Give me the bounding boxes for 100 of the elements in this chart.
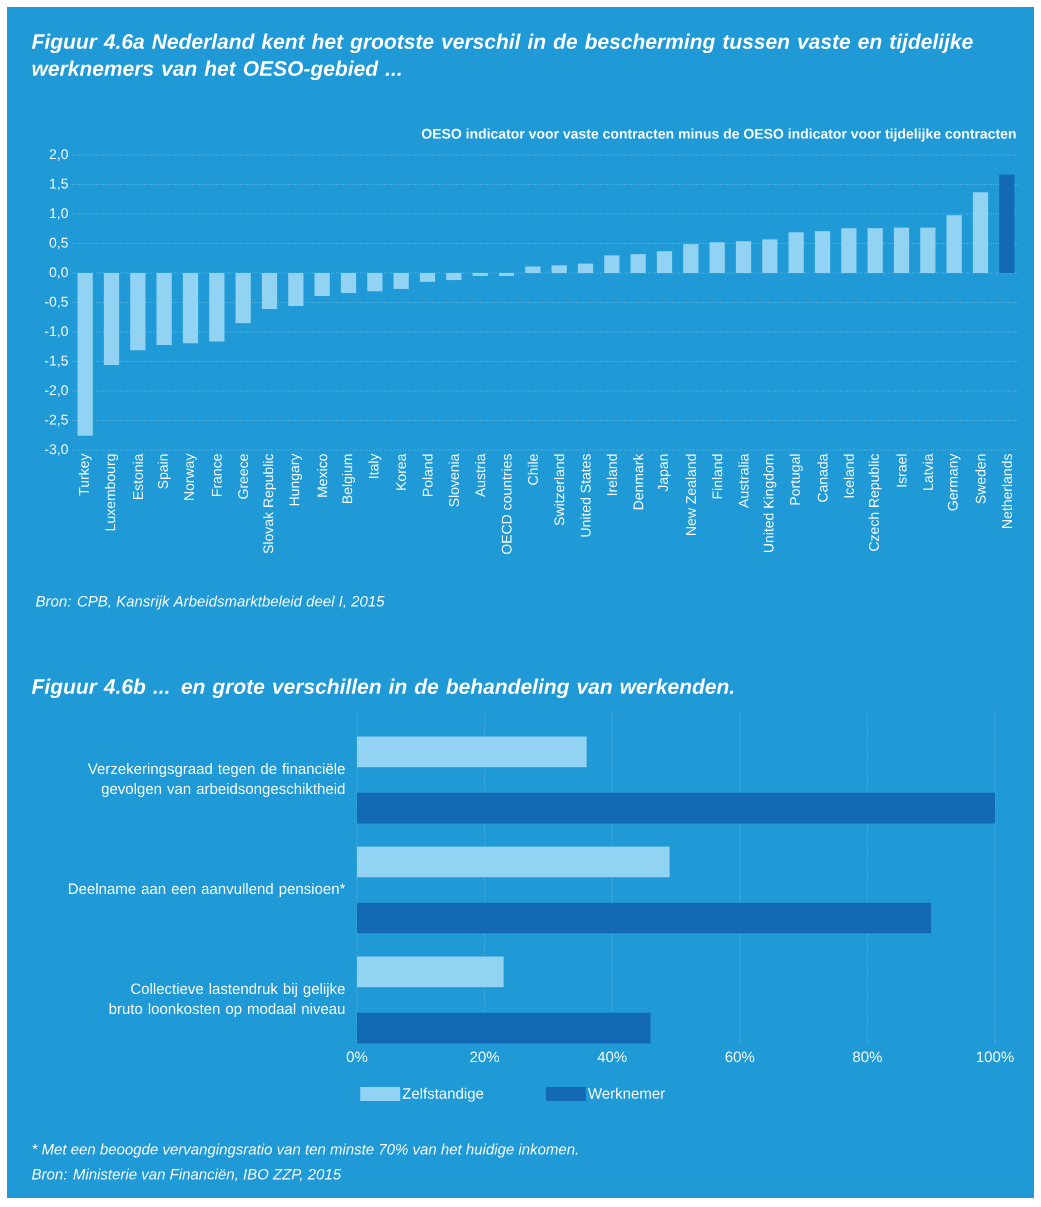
bar [130,273,146,351]
bar [314,273,330,297]
bar [525,266,541,274]
bar [446,273,462,281]
x-tick-label: Latvia [922,453,933,490]
bar [604,255,620,274]
bar [972,192,989,274]
bar [709,242,725,274]
x-tick-label: Portugal [789,454,803,505]
x-tick-label: United Kingdom [763,454,777,553]
x-tick-label: Chile [527,454,538,485]
bar [357,792,995,824]
bar [357,1012,651,1044]
legend-label: Werknemer [587,1087,665,1099]
x-tick-label: Japan [658,454,671,492]
bar [814,231,831,274]
x-tick-label: Slovenia [448,453,459,507]
x-tick-label: Italy [368,453,382,478]
bar [209,273,225,342]
x-tick-label: Israel [896,454,907,487]
bar [103,273,120,366]
x-tick-label: 20% [470,1051,500,1063]
bar [630,254,646,274]
x-tick-label: Greece [238,454,249,499]
x-tick-label: Austria [475,453,486,498]
bar [577,263,594,274]
y-tick-label: -2,0 [44,385,68,397]
chart-title: Figuur 4.6b ... en grote verschillen in de behandeling van werkenden. [31,678,734,699]
x-tick-label: France [211,454,222,496]
x-tick-label: Poland [422,454,433,496]
chart-title: Figuur 4.6a Nederland kent het grootste verschil in de bescherming tussen vaste en tijdelijke werknemers van het OESO-gebied ... [31,33,973,81]
x-tick-label: Mexico [317,454,328,497]
bar [762,239,778,274]
x-tick-label: Finland [712,454,723,499]
x-tick-label: Turkey [78,453,92,496]
y-tick-label: 0,5 [49,237,68,250]
bar [999,174,1015,274]
bar [393,273,409,289]
bar [357,736,587,768]
bar [893,227,910,274]
bar [261,273,278,309]
x-tick-label: Denmark [633,453,644,510]
legend-label: Zelfstandige [402,1087,484,1102]
y-tick-label: 1,5 [50,178,68,191]
x-tick-label: Netherlands [1001,454,1012,528]
bar [472,273,488,276]
bar [788,232,804,274]
y-tick-label: Deelname aan een aanvullend pensioen* [68,883,346,897]
y-tick-label: 1,0 [50,208,68,220]
bar [367,273,383,292]
bar [357,846,670,878]
x-tick-label: Czech Republic [868,453,882,551]
bar [867,228,883,274]
x-tick-label: Spain [157,454,171,489]
bar [357,956,504,988]
y-tick-label: -2,5 [44,414,68,427]
x-tick-label: 80% [853,1051,882,1063]
x-tick-label: Korea [396,453,407,490]
x-tick-label: Norway [184,453,197,500]
y-axis-title: OESO indicator voor vaste contracten minus de OESO indicator voor tijdelijke contracten [421,128,1016,142]
bar [841,228,857,274]
y-tick-label: -1,0 [44,326,68,338]
text: Bron: CPB, Kansrijk Arbeidsmarktbeleid deel I, 2015 [35,595,385,610]
text: Bron: Ministerie van Financiën, IBO ZZP, 2015 [31,1168,342,1182]
bar [683,244,699,274]
bar [182,273,199,344]
x-tick-label: 60% [725,1051,755,1063]
x-tick-label: Germany [947,453,961,511]
x-tick-label: Canada [817,453,828,502]
x-tick-label: Luxembourg [104,454,119,531]
y-tick-label: -3,0 [44,444,68,456]
y-tick-label: Collectieve lastendruk bij gelijke bruto loonkosten op modaal niveau [109,983,345,1017]
x-tick-label: OECD countries [501,454,512,555]
bar [920,227,936,274]
x-tick-label: 0% [346,1051,368,1063]
bar [656,251,673,274]
x-tick-label: Switzerland [554,454,565,526]
y-tick-label: -1,5 [44,355,68,368]
x-tick-label: 100% [976,1051,1014,1063]
bar [235,273,251,324]
bar [551,265,567,274]
bar [946,215,962,274]
x-tick-label: United States [580,454,591,537]
y-tick-label: 0,0 [49,267,68,279]
bar [77,273,93,436]
x-tick-label: Slovak Republic [262,453,277,554]
x-tick-label: Iceland [843,454,854,498]
x-tick-label: New Zealand [685,454,696,535]
bar [340,273,357,294]
bar [419,273,436,282]
bar [288,273,304,307]
bar [156,273,172,345]
x-tick-label: Estonia [132,453,143,500]
x-tick-label: Hungary [289,453,303,506]
x-tick-label: Ireland [606,454,617,496]
x-tick-label: Australia [738,453,749,508]
y-tick-label: -0,5 [44,296,68,309]
text: * Met een beoogde vervangingsratio van ten minste 70% van het huidige inkomen. [32,1143,578,1158]
bar [735,241,752,274]
x-tick-label: Sweden [975,454,986,504]
